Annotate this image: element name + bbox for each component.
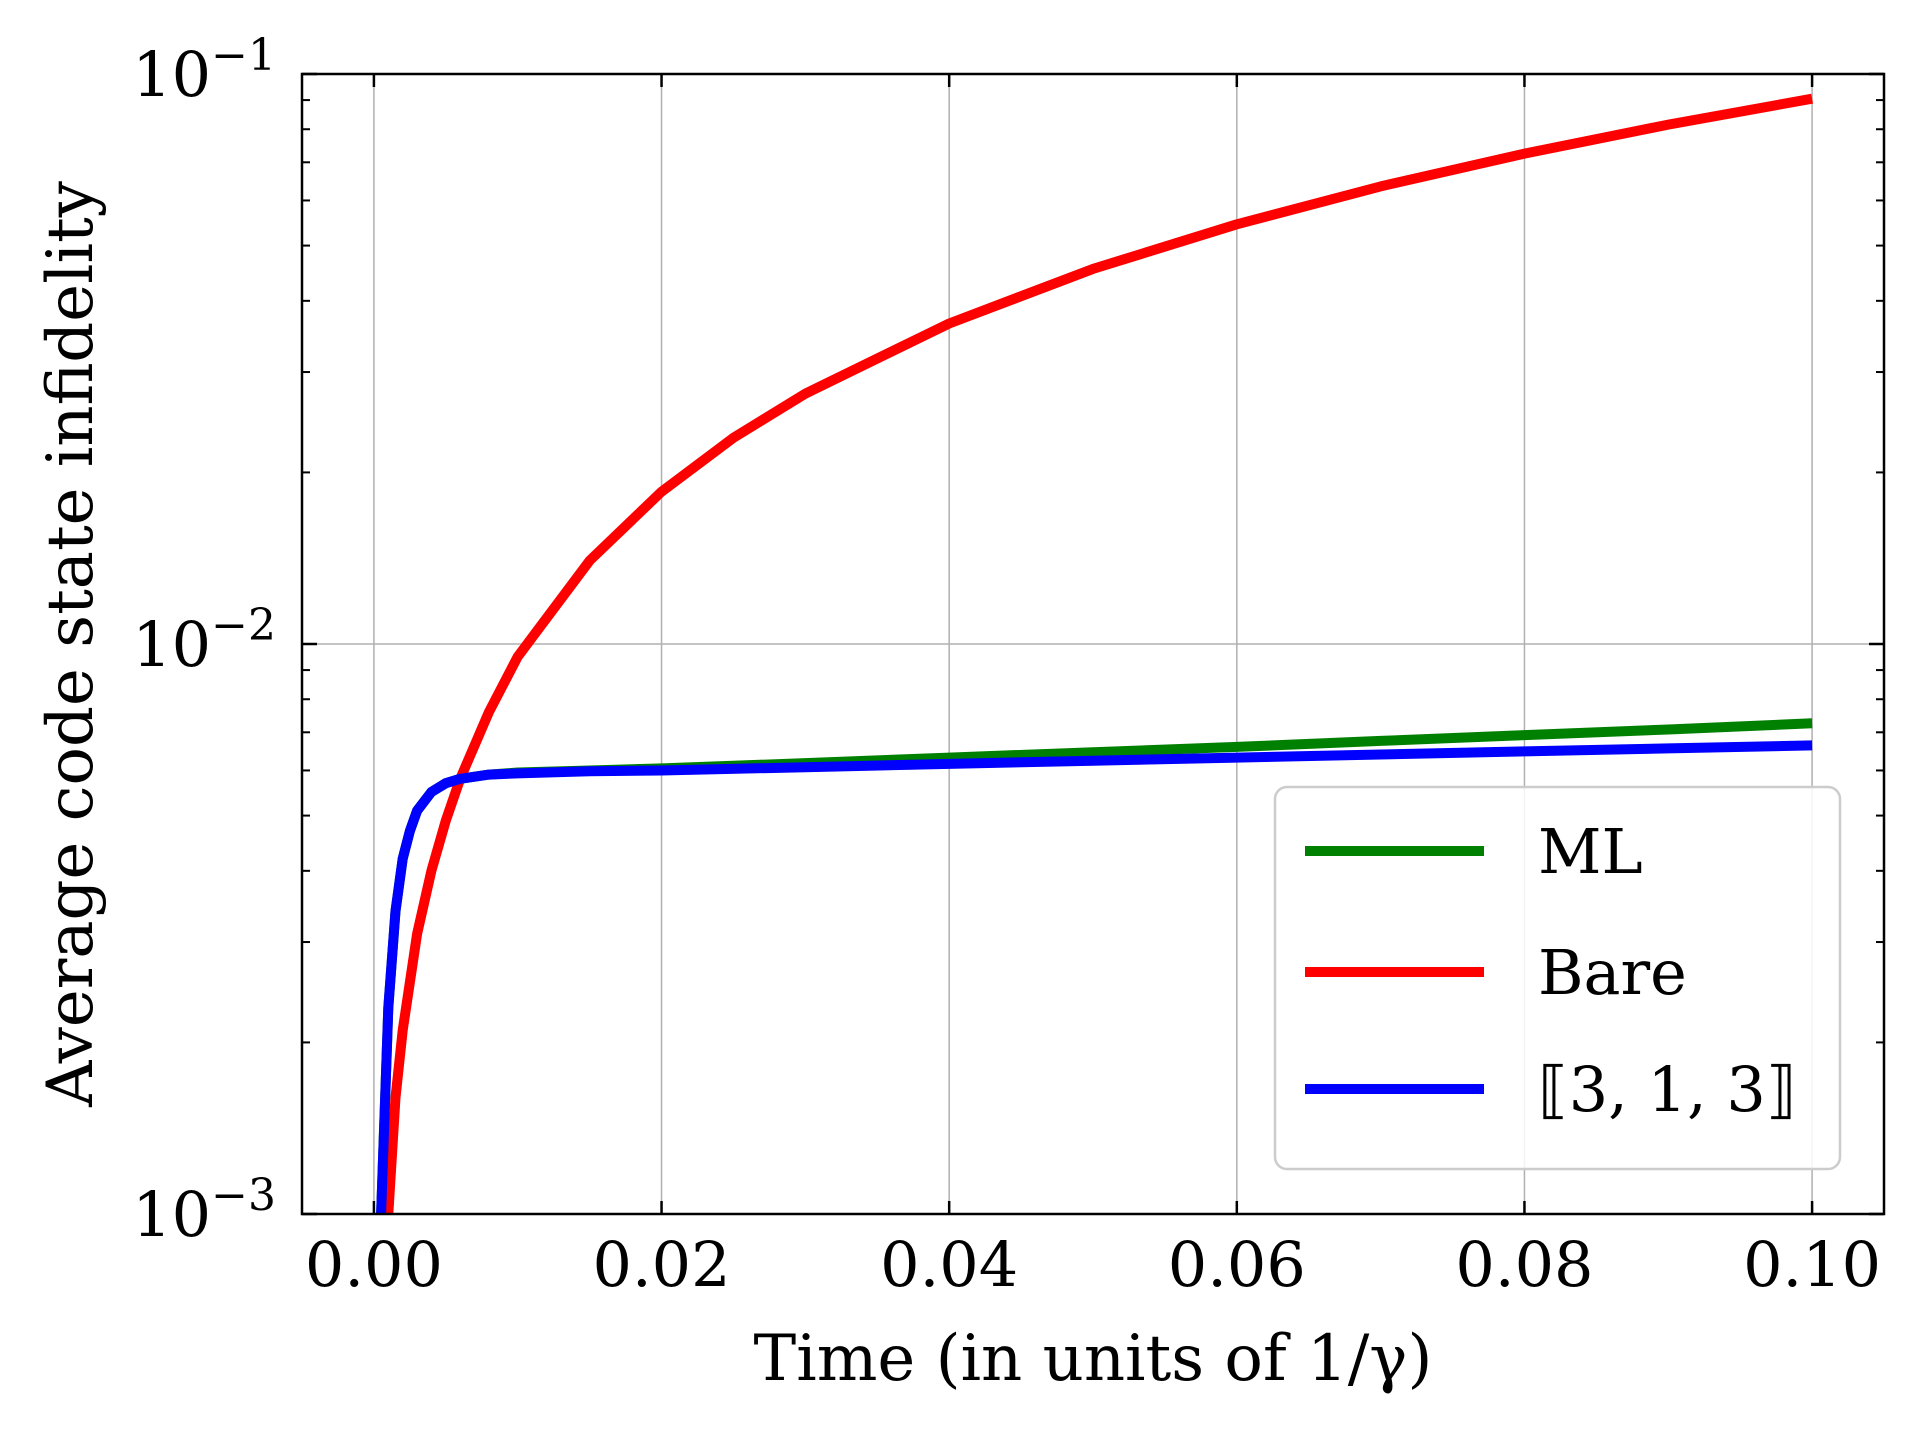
y-tick-labels: 10−310−210−1 [132,30,276,1251]
legend: ML Bare ⟦3, 1, 3⟧ [1273,785,1842,1171]
x-tick-labels: 0.00 0.02 0.04 0.06 0.08 0.10 [305,1228,1881,1301]
series-lines [376,93,1813,1214]
x-tick-label: 0.02 [593,1228,731,1301]
x-tick-label: 0.00 [305,1228,443,1301]
axis-ticks [302,72,1884,1216]
y-tick-exponent: −2 [211,600,276,651]
y-tick-exponent: −3 [211,1170,276,1221]
y-tick-base: 10 [132,1178,211,1251]
x-tick-label: 0.04 [880,1228,1018,1301]
plot-area [376,93,1813,1214]
x-tick-label: 0.06 [1168,1228,1306,1301]
legend-label: ⟦3, 1, 3⟧ [1538,1053,1797,1126]
y-tick-label: 10−1 [132,30,276,111]
legend-label: ML [1538,815,1643,888]
series-line-code-313 [376,740,1813,1214]
y-tick-label: 10−2 [132,600,276,681]
legend-label: Bare [1538,936,1687,1009]
series-line-bare [383,93,1813,1214]
y-tick-base: 10 [132,38,211,111]
y-tick-exponent: −1 [211,30,276,81]
x-axis-label: Time (in units of 1/γ) [754,1322,1433,1396]
y-axis-label: Average code state infidelity [34,181,108,1108]
x-tick-label: 0.10 [1743,1228,1881,1301]
y-tick-label: 10−3 [132,1170,276,1251]
legend-box [1273,785,1842,1171]
y-tick-base: 10 [132,608,211,681]
x-tick-label: 0.08 [1455,1228,1593,1301]
